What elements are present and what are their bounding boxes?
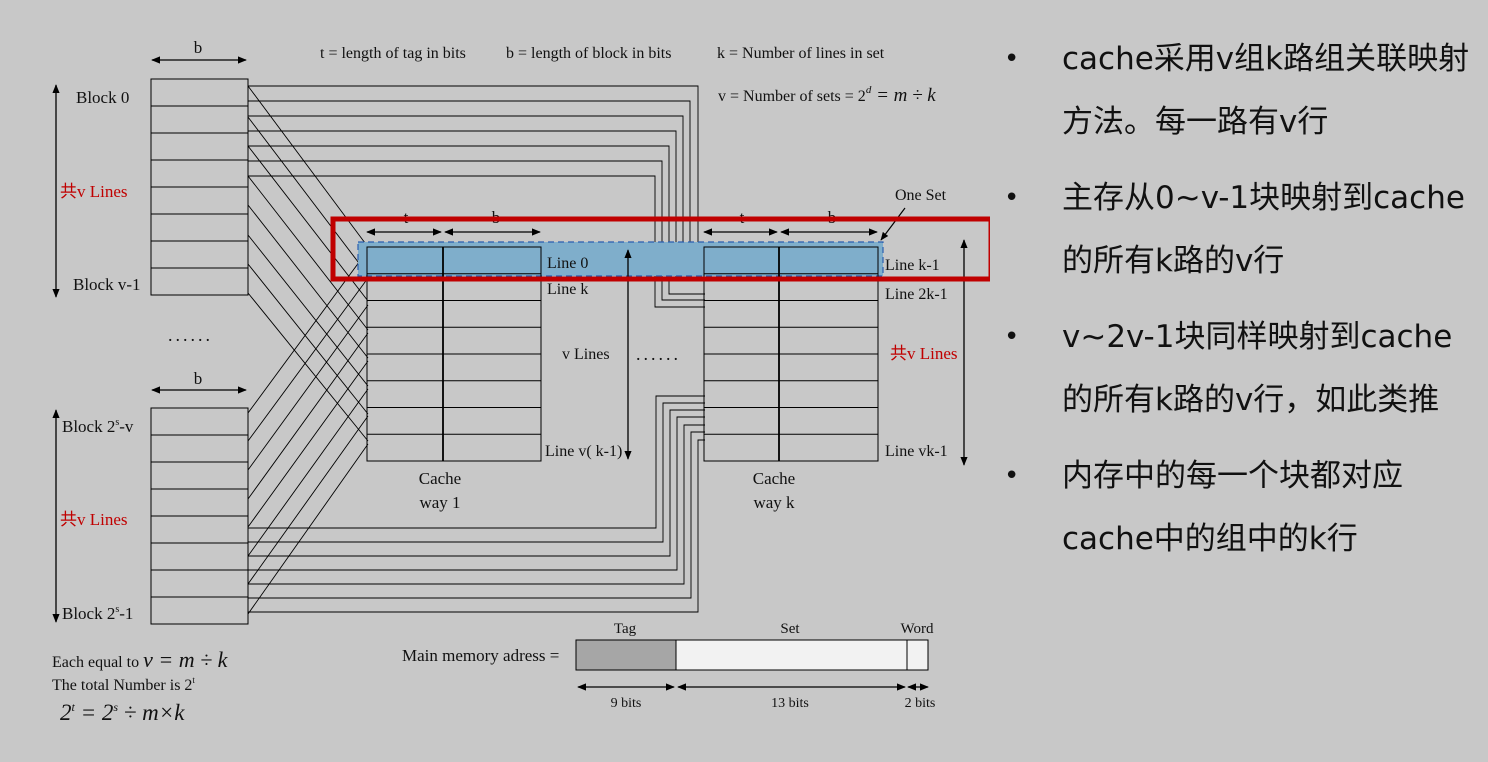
cache-mapping-diagram: t = length of tag in bits b = length of … [52, 38, 990, 725]
bullet-item: 内存中的每一个块都对应cache中的组中的k行 [1000, 445, 1480, 571]
line-k-label: Line k [547, 281, 588, 298]
bullet-item: v~2v-1块同样映射到cache的所有k路的v行，如此类推 [1000, 306, 1480, 432]
note-each-equal: Each equal to v = m ÷ k [52, 647, 229, 672]
explanation-bullets: cache采用v组k路组关联映射方法。每一路有v行 主存从0~v-1块映射到ca… [1000, 28, 1480, 584]
one-set-outline [330, 216, 990, 282]
address-format: Main memory adress = Tag Set Word 9 bits… [402, 621, 935, 711]
block-width-label-2: b [194, 369, 203, 388]
b-definition: b = length of block in bits [506, 45, 671, 62]
set-highlight [357, 241, 884, 277]
lines-count-label-2: 共v Lines [60, 510, 128, 529]
block-2s-v-label: Block 2s-v [62, 417, 134, 436]
v-lines-label: v Lines [562, 346, 610, 363]
line-last-label: Line v( k-1) [545, 443, 622, 460]
line-0-label: Line 0 [547, 255, 588, 272]
memory-ellipsis: ...... [168, 325, 213, 345]
line-k1-label: Line k-1 [885, 257, 940, 274]
set-bits-label: 13 bits [771, 696, 809, 711]
cache-way-k: t b One Set Line k-1 Line 2k-1 共v Lines … [703, 187, 968, 512]
lines-count-label-wayk: 共v Lines [890, 344, 958, 363]
t-definition: t = length of tag in bits [320, 45, 466, 62]
word-bits-label: 2 bits [905, 696, 936, 711]
word-field [906, 639, 929, 671]
word-field-label: Word [901, 621, 934, 637]
wayk-caption-2: way k [753, 493, 795, 512]
bullet-item: 主存从0~v-1块映射到cache的所有k路的v行 [1000, 167, 1480, 293]
way1-caption-2: way 1 [419, 493, 460, 512]
ways-ellipsis: ...... [636, 344, 681, 364]
block-width-label: b [194, 38, 203, 57]
bullet-item: cache采用v组k路组关联映射方法。每一路有v行 [1000, 28, 1480, 154]
mapping-lines-way1 [247, 85, 369, 615]
memory-group-1: b Block 0 共v Lines Block v-1 [52, 38, 249, 298]
line-vk1-label: Line vk-1 [885, 443, 948, 460]
set-field [675, 639, 908, 671]
block-0-label: Block 0 [76, 88, 129, 107]
block-v1-label: Block v-1 [73, 275, 141, 294]
line-2k1-label: Line 2k-1 [885, 286, 948, 303]
set-field-label: Set [780, 621, 800, 637]
way1-caption-1: Cache [419, 469, 461, 488]
address-label: Main memory adress = [402, 646, 559, 665]
memory-group-2: b Block 2s-v 共v Lines Block 2s-1 [52, 369, 249, 625]
note-total-number: The total Number is 2t [52, 675, 195, 694]
one-set-label: One Set [895, 187, 947, 204]
wayk-caption-1: Cache [753, 469, 795, 488]
v-definition: v = Number of sets = 2d = m ÷ k [718, 84, 936, 106]
tag-field [575, 639, 677, 671]
lines-count-label: 共v Lines [60, 182, 128, 201]
tag-bits-label: 9 bits [611, 696, 642, 711]
k-definition: k = Number of lines in set [717, 45, 885, 62]
note-formula: 2t = 2s ÷ m×k [60, 700, 185, 725]
cache-way-1: t b Line 0 Line k v Lines Line v( k-1) C… [366, 208, 632, 512]
block-2s-1-label: Block 2s-1 [62, 604, 133, 623]
tag-field-label: Tag [614, 621, 637, 637]
